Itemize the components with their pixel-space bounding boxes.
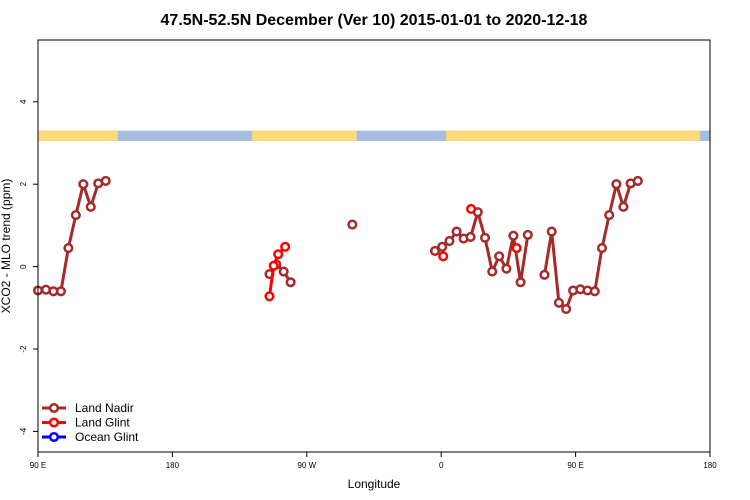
land-nadir-point-4-11 bbox=[618, 201, 629, 212]
y-tick-label-2: 0 bbox=[19, 264, 28, 269]
legend-land-glint-label: Land Glint bbox=[75, 416, 130, 430]
land-nadir-point-1-2 bbox=[278, 266, 289, 277]
land-nadir-point-3-0 bbox=[429, 245, 441, 256]
land-nadir-point-3-13 bbox=[522, 229, 533, 240]
land-nadir-point-2-0 bbox=[347, 219, 358, 230]
land-nadir-point-3-9 bbox=[494, 251, 505, 262]
x-tick-label-2: 90 W bbox=[297, 461, 316, 470]
land-nadir-point-4-7 bbox=[589, 286, 600, 297]
x-axis-label: Longitude bbox=[348, 477, 401, 491]
land-glint-line-0 bbox=[267, 245, 287, 297]
land-nadir-point-0-4 bbox=[63, 243, 74, 254]
land-glint-point-3-0 bbox=[511, 243, 522, 254]
y-axis-label: XCO2 - MLO trend (ppm) bbox=[0, 179, 13, 314]
land-band-segment-0 bbox=[38, 130, 118, 141]
land-nadir-point-3-2 bbox=[444, 236, 455, 247]
land-nadir-point-4-1 bbox=[546, 226, 557, 237]
land-nadir-point-3-11 bbox=[508, 230, 519, 241]
land-nadir-point-0-6 bbox=[78, 179, 89, 190]
ocean-band bbox=[38, 130, 710, 141]
land-nadir-point-0-7 bbox=[85, 201, 96, 212]
land-nadir-point-0-9 bbox=[100, 175, 111, 186]
land-glint-point-0-2 bbox=[273, 249, 284, 260]
land-glint-point-1-0 bbox=[438, 251, 449, 262]
land-nadir-point-3-3 bbox=[451, 226, 462, 237]
land-band-segment-1 bbox=[252, 130, 357, 141]
series-layer bbox=[32, 175, 643, 315]
land-nadir-point-3-10 bbox=[501, 263, 512, 274]
land-band-segment-2 bbox=[446, 130, 701, 141]
legend-land-nadir-marker bbox=[48, 402, 60, 414]
y-tick-label-0: -4 bbox=[19, 427, 28, 435]
land-glint-point-2-0 bbox=[466, 203, 477, 214]
x-tick-label-0: 90 E bbox=[30, 461, 46, 470]
land-nadir-point-3-1 bbox=[437, 241, 448, 252]
chart-title: 47.5N-52.5N December (Ver 10) 2015-01-01… bbox=[161, 12, 588, 29]
land-nadir-point-4-13 bbox=[632, 175, 643, 186]
land-nadir-point-1-3 bbox=[285, 277, 296, 288]
legend-ocean-glint-label: Ocean Glint bbox=[75, 430, 139, 444]
legend-ocean-glint-marker bbox=[48, 431, 60, 443]
land-glint-point-0-1 bbox=[268, 260, 279, 271]
land-nadir-point-3-5 bbox=[465, 231, 476, 242]
x-tick-label-1: 180 bbox=[166, 461, 180, 470]
y-tick-label-4: 4 bbox=[19, 99, 28, 104]
axes: 90 E 180 90 W 0 90 E 180 -4 -2 0 2 4 bbox=[19, 99, 717, 470]
x-tick-label-5: 180 bbox=[703, 461, 717, 470]
land-nadir-point-4-2 bbox=[553, 297, 564, 308]
x-tick-label-4: 90 E bbox=[567, 461, 583, 470]
land-nadir-point-3-12 bbox=[515, 277, 526, 288]
land-glint-point-0-3 bbox=[280, 241, 291, 252]
y-tick-label-1: -2 bbox=[19, 345, 28, 353]
legend-land-nadir-label: Land Nadir bbox=[75, 401, 134, 415]
land-nadir-point-3-8 bbox=[487, 266, 498, 277]
x-tick-label-3: 0 bbox=[439, 461, 444, 470]
legend-land-glint-marker bbox=[48, 417, 60, 428]
land-glint-point-0-0 bbox=[264, 291, 275, 302]
land-nadir-point-4-9 bbox=[604, 210, 615, 221]
plot-frame bbox=[37, 39, 711, 453]
land-nadir-point-4-10 bbox=[611, 179, 622, 190]
land-nadir-point-0-5 bbox=[70, 210, 81, 221]
land-nadir-point-4-8 bbox=[596, 243, 608, 254]
land-nadir-point-0-3 bbox=[55, 286, 66, 297]
land-nadir-point-3-7 bbox=[479, 232, 491, 243]
land-ocean-band bbox=[38, 130, 710, 141]
land-nadir-point-4-0 bbox=[539, 269, 550, 280]
y-tick-label-3: 2 bbox=[19, 181, 28, 186]
land-nadir-point-4-3 bbox=[561, 303, 572, 315]
